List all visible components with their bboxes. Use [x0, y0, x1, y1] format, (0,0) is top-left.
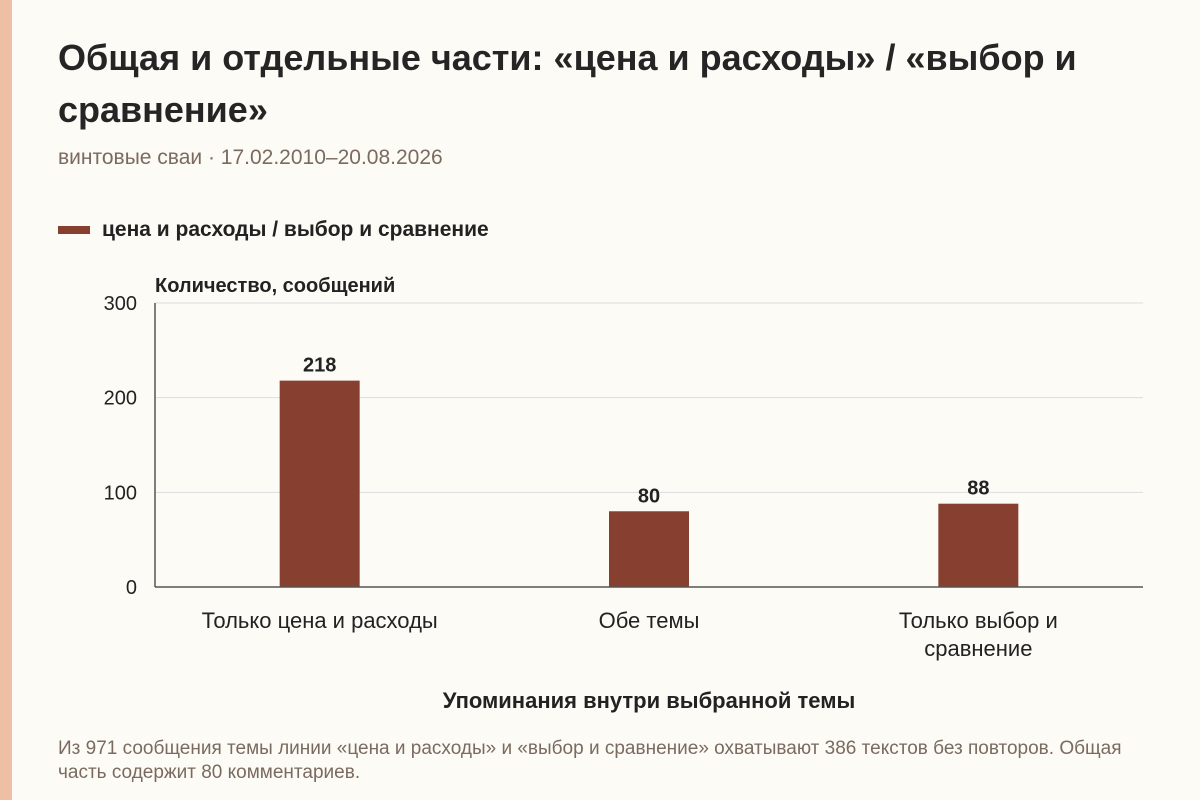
- legend-swatch: [58, 226, 90, 234]
- y-tick-label: 100: [104, 482, 137, 504]
- x-tick-label: Только цена и расходы: [202, 608, 438, 633]
- x-tick-labels: Только цена и расходы Обе темы Только выбо…: [202, 608, 1058, 661]
- y-tick-label: 300: [104, 293, 137, 315]
- x-tick-label: Только выбор и сравнение: [899, 608, 1058, 661]
- data-label: 80: [638, 485, 660, 507]
- bars: [279, 380, 1019, 587]
- chart-subtitle: винтовые сваи · 17.02.2010–20.08.2026: [58, 146, 443, 169]
- accent-stripe: [0, 0, 12, 800]
- x-tick-label: Обе темы: [599, 608, 700, 633]
- data-label: 88: [967, 478, 989, 500]
- y-tick-label: 200: [104, 388, 137, 410]
- legend-label: цена и расходы / выбор и сравнение: [102, 218, 489, 241]
- bar: [279, 380, 360, 587]
- y-tick-labels: 0 100 200 300: [104, 293, 137, 599]
- y-axis-label: Количество, сообщений: [155, 275, 395, 297]
- chart-title: Общая и отдельные части: «цена и расходы…: [58, 37, 1077, 130]
- bar: [609, 511, 689, 587]
- bar-chart: 0 100 200 300 218 80 88 Только цена и расходы…: [104, 275, 1143, 713]
- legend: цена и расходы / выбор и сравнение: [58, 218, 489, 242]
- data-labels: 218 80 88: [303, 355, 989, 508]
- data-label: 218: [303, 355, 336, 377]
- y-tick-label: 0: [126, 577, 137, 599]
- bar: [938, 503, 1019, 587]
- x-axis-label: Упоминания внутри выбранной темы: [443, 688, 856, 713]
- chart-caption: Из 971 сообщения темы линии «цена и расх…: [58, 738, 1122, 783]
